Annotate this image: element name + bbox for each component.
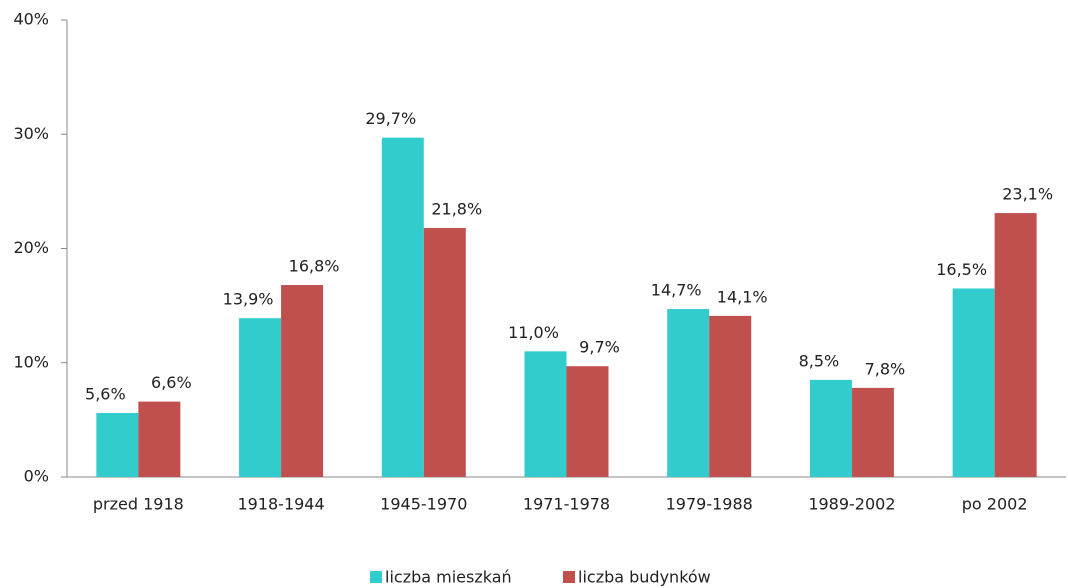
value-label: 7,8%	[865, 359, 906, 378]
value-label: 21,8%	[431, 199, 482, 218]
x-tick-label: przed 1918	[93, 495, 184, 514]
bar	[281, 285, 324, 477]
y-tick-label: 10%	[13, 352, 49, 371]
value-label: 8,5%	[799, 351, 840, 370]
value-label: 29,7%	[365, 109, 416, 128]
value-label: 16,5%	[936, 260, 987, 279]
bar	[524, 351, 567, 477]
y-tick-label: 20%	[13, 238, 49, 257]
legend-label: liczba mieszkań	[385, 568, 512, 587]
value-label: 6,6%	[151, 373, 192, 392]
y-tick-label: 40%	[13, 10, 49, 29]
value-label: 14,1%	[717, 287, 768, 306]
x-tick-label: po 2002	[962, 495, 1028, 514]
value-label: 14,7%	[651, 281, 702, 300]
x-tick-label: 1989-2002	[808, 495, 895, 514]
bar	[423, 227, 466, 477]
legend-label: liczba budynków	[578, 568, 711, 587]
y-tick-label: 0%	[24, 467, 49, 486]
value-label: 13,9%	[223, 290, 274, 309]
bar	[138, 401, 181, 477]
x-tick-label: 1918-1944	[237, 495, 324, 514]
bar	[851, 387, 894, 477]
y-tick-label: 30%	[13, 124, 49, 143]
bar	[566, 366, 609, 477]
bar	[709, 315, 752, 477]
legend-swatch	[370, 571, 382, 583]
x-tick-label: 1979-1988	[666, 495, 753, 514]
legend-swatch	[563, 571, 575, 583]
bar	[952, 288, 995, 477]
bar	[381, 137, 424, 478]
value-label: 16,8%	[289, 257, 340, 276]
value-label: 5,6%	[85, 385, 126, 404]
bar	[809, 379, 852, 477]
bar	[667, 309, 710, 477]
x-tick-label: 1971-1978	[523, 495, 610, 514]
value-label: 23,1%	[1002, 185, 1053, 204]
x-tick-label: 1945-1970	[380, 495, 467, 514]
bar	[96, 413, 139, 477]
bar	[239, 318, 282, 477]
value-label: 11,0%	[508, 323, 559, 342]
bar	[994, 213, 1037, 477]
value-label: 9,7%	[579, 338, 620, 357]
